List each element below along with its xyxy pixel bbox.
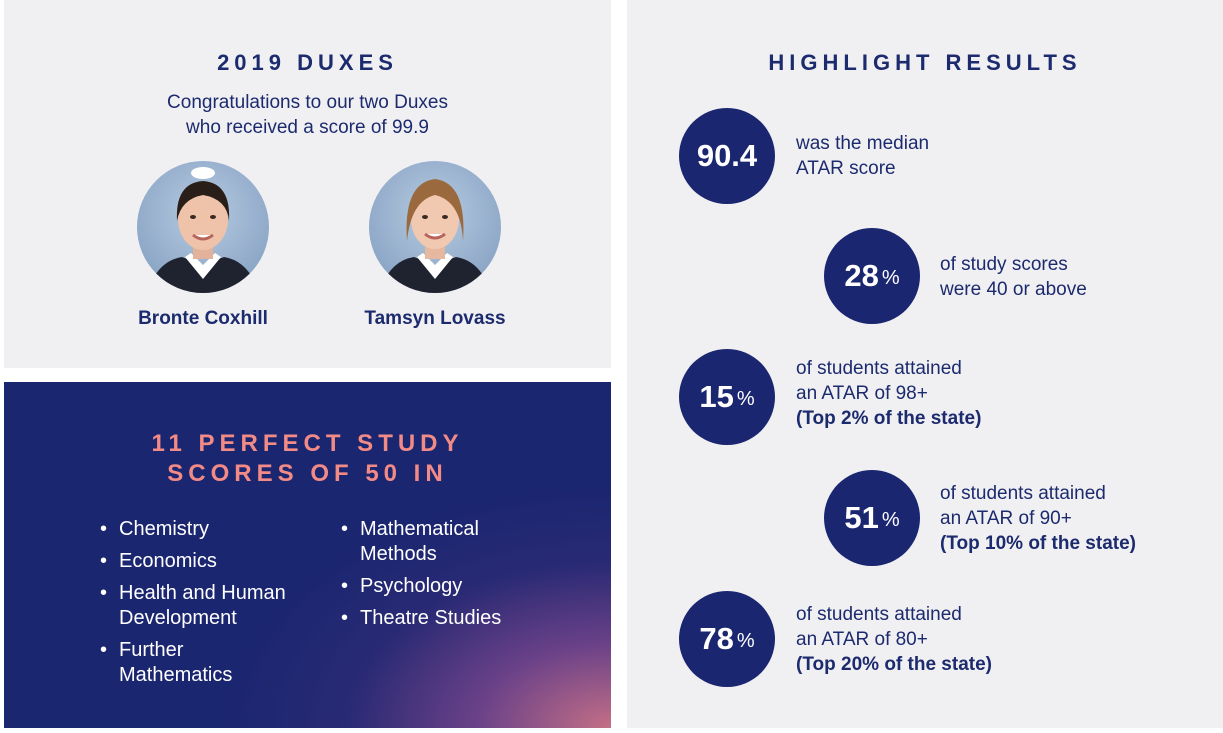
stat-circle: 28% xyxy=(824,228,920,324)
subject-list-column-1: Chemistry Economics Health and Human Deve… xyxy=(100,517,340,695)
stat-description: of students attained an ATAR of 80+ (Top… xyxy=(796,602,992,677)
stat-line2: ATAR score xyxy=(796,158,896,179)
duxes-subtitle-line2: who received a score of 99.9 xyxy=(186,117,429,138)
stat-value: 51 xyxy=(844,500,879,535)
highlight-results-panel: HIGHLIGHT RESULTS 90.4 was the median AT… xyxy=(627,0,1223,728)
subject-label: Chemistry xyxy=(119,518,210,540)
subject-label: Psychology xyxy=(360,575,463,597)
stat-value: 15 xyxy=(699,379,734,414)
subject-label-cont: Development xyxy=(119,607,237,629)
subject-label: Mathematical xyxy=(360,518,479,540)
stat-unit: % xyxy=(736,387,755,410)
student-portrait-image xyxy=(147,167,259,293)
stat-circle: 90.4 xyxy=(679,108,775,204)
stat-line1: of students attained xyxy=(796,358,962,379)
stat-line2: were 40 or above xyxy=(940,279,1087,300)
list-item: Psychology xyxy=(341,574,581,599)
perfect-scores-title: 11 PERFECT STUDY SCORES OF 50 IN xyxy=(4,429,611,489)
perfect-scores-title-line1: 11 PERFECT STUDY xyxy=(151,430,464,457)
perfect-scores-title-line2: SCORES OF 50 IN xyxy=(167,460,448,487)
stat-unit: % xyxy=(881,266,900,289)
student-photo-bronte xyxy=(137,161,269,293)
stat-circle: 15% xyxy=(679,349,775,445)
subject-label-cont: Methods xyxy=(360,543,437,565)
stat-description: of students attained an ATAR of 98+ (Top… xyxy=(796,356,981,431)
stat-line1: of students attained xyxy=(796,604,962,625)
duxes-subtitle: Congratulations to our two Duxes who rec… xyxy=(4,90,611,140)
stat-note: (Top 20% of the state) xyxy=(796,654,992,675)
stat-description: of study scores were 40 or above xyxy=(940,252,1087,302)
stat-unit: % xyxy=(881,508,900,531)
student-portrait-image xyxy=(379,179,491,293)
perfect-scores-panel: 11 PERFECT STUDY SCORES OF 50 IN Chemist… xyxy=(4,382,611,728)
duxes-subtitle-line1: Congratulations to our two Duxes xyxy=(167,92,448,113)
stat-line2: an ATAR of 98+ xyxy=(796,383,928,404)
subject-list-column-2: Mathematical Methods Psychology Theatre S… xyxy=(341,517,581,638)
stat-circle: 51% xyxy=(824,470,920,566)
student-name-tamsyn: Tamsyn Lovass xyxy=(364,308,506,329)
subject-label: Economics xyxy=(119,550,217,572)
list-item: Further Mathematics xyxy=(100,638,340,688)
subject-label: Health and Human xyxy=(119,582,286,604)
stat-note: (Top 10% of the state) xyxy=(940,533,1136,554)
list-item: Health and Human Development xyxy=(100,581,340,631)
student-name-bronte: Bronte Coxhill xyxy=(138,308,268,329)
stat-line1: was the median xyxy=(796,133,930,154)
highlights-heading: HIGHLIGHT RESULTS xyxy=(768,50,1082,75)
subject-label: Further xyxy=(119,639,184,661)
list-item: Chemistry xyxy=(100,517,340,542)
duxes-panel: 2019 DUXES Congratulations to our two Du… xyxy=(4,0,611,368)
duxes-heading: 2019 DUXES xyxy=(217,50,398,75)
subject-label: Theatre Studies xyxy=(360,607,502,629)
stat-value: 90.4 xyxy=(696,138,758,173)
stat-description: of students attained an ATAR of 90+ (Top… xyxy=(940,481,1136,556)
stat-line2: an ATAR of 90+ xyxy=(940,508,1072,529)
stat-line1: of students attained xyxy=(940,483,1106,504)
stat-description: was the median ATAR score xyxy=(796,131,929,181)
stat-unit: % xyxy=(736,629,755,652)
list-item: Economics xyxy=(100,549,340,574)
stat-note: (Top 2% of the state) xyxy=(796,408,982,429)
stat-value: 28 xyxy=(844,258,879,293)
stat-line2: an ATAR of 80+ xyxy=(796,629,928,650)
student-photo-tamsyn xyxy=(369,161,501,293)
stat-circle: 78% xyxy=(679,591,775,687)
stat-value: 78 xyxy=(699,621,734,656)
subject-label-cont: Mathematics xyxy=(119,664,233,686)
list-item: Theatre Studies xyxy=(341,606,581,631)
list-item: Mathematical Methods xyxy=(341,517,581,567)
stat-line1: of study scores xyxy=(940,254,1068,275)
